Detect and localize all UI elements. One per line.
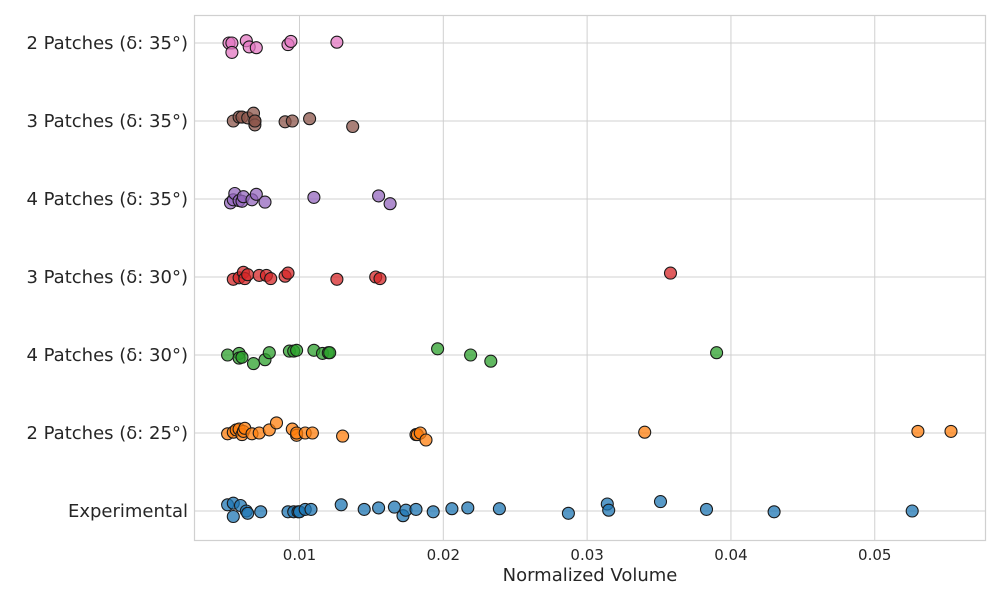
data-point (372, 501, 386, 515)
data-point (767, 505, 781, 519)
x-tick-label: 0.05 (858, 546, 891, 564)
data-point (248, 114, 262, 128)
data-point (269, 416, 284, 430)
data-point (409, 502, 423, 516)
data-point (346, 119, 360, 134)
data-point (710, 346, 724, 360)
x-tick-label: 0.03 (570, 546, 603, 564)
data-point (383, 197, 397, 211)
series-0 (221, 495, 919, 524)
data-point (249, 41, 263, 55)
data-point (226, 509, 240, 524)
data-point (264, 272, 278, 286)
data-point (221, 348, 235, 362)
data-point (258, 195, 272, 209)
series-6 (222, 34, 344, 59)
data-point (944, 424, 958, 438)
data-point (431, 342, 445, 356)
data-point (330, 35, 344, 49)
data-point (653, 495, 668, 509)
data-point (334, 498, 348, 512)
data-point (492, 502, 506, 516)
data-point (323, 346, 337, 360)
data-point (262, 346, 276, 360)
y-tick-label: 3 Patches (δ: 30°) (26, 267, 188, 288)
data-point (290, 343, 304, 357)
data-point (373, 272, 387, 286)
data-point (225, 45, 239, 59)
data-point (426, 505, 440, 519)
series-1 (221, 416, 958, 447)
y-tick-labels: Experimental 2 Patches (δ: 25°) 4 Patches … (26, 33, 188, 522)
data-point (445, 502, 459, 516)
data-point (602, 503, 616, 517)
data-point (281, 266, 295, 280)
data-point (307, 190, 321, 204)
series-3 (226, 265, 678, 286)
x-axis-label: Normalized Volume (503, 565, 678, 586)
y-tick-label: Experimental (68, 501, 188, 522)
data-point (699, 502, 714, 516)
data-point (235, 350, 249, 364)
x-tick-label: 0.02 (427, 546, 460, 564)
x-tick-label: 0.01 (283, 546, 316, 564)
data-points (221, 34, 958, 524)
data-point (249, 187, 263, 201)
y-tick-label: 4 Patches (δ: 30°) (26, 345, 188, 366)
plot-frame (193, 14, 987, 542)
data-point (663, 266, 678, 280)
data-point (246, 357, 261, 371)
data-point (303, 112, 317, 126)
y-tick-label: 3 Patches (δ: 35°) (26, 111, 188, 132)
data-point (464, 348, 478, 362)
series-2 (221, 342, 724, 371)
data-point (305, 426, 319, 440)
data-point (336, 429, 350, 443)
grid-lines (194, 15, 986, 541)
data-point (561, 506, 575, 520)
x-tick-label: 0.04 (714, 546, 747, 564)
data-point (285, 114, 299, 128)
data-point (419, 433, 433, 447)
y-tick-label: 2 Patches (δ: 25°) (26, 423, 188, 444)
data-point (372, 189, 386, 203)
data-point (484, 354, 498, 368)
data-point (241, 506, 255, 520)
series-5 (226, 106, 360, 134)
data-point (254, 505, 268, 519)
data-point (284, 34, 298, 48)
data-point (330, 272, 344, 286)
data-point (905, 504, 919, 518)
x-tick-labels: 0.01 0.02 0.03 0.04 0.05 (283, 546, 892, 564)
data-point (638, 425, 652, 439)
data-point (357, 502, 371, 516)
data-point (911, 424, 925, 438)
series-4 (223, 186, 397, 211)
data-point (241, 268, 255, 282)
y-tick-label: 2 Patches (δ: 35°) (26, 33, 188, 54)
y-tick-label: 4 Patches (δ: 35°) (26, 189, 188, 210)
data-point (461, 501, 475, 515)
data-point (304, 502, 318, 516)
